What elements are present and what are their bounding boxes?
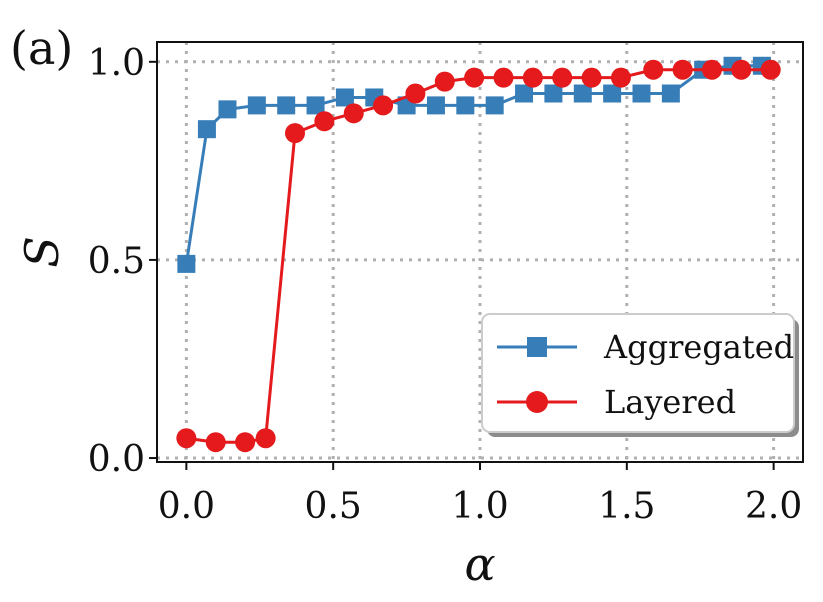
aggregated-point xyxy=(197,120,216,139)
legend-item-aggregated: Aggregated xyxy=(497,328,794,366)
x-axis-label: α xyxy=(464,537,495,591)
aggregated-point xyxy=(247,96,266,115)
aggregated-point xyxy=(277,96,296,115)
layered-point xyxy=(255,428,276,449)
legend-marker xyxy=(527,337,547,357)
layered-point xyxy=(314,111,335,132)
layered-point xyxy=(493,67,514,88)
aggregated-series xyxy=(177,56,771,273)
y-tick-label: 0.0 xyxy=(88,439,145,480)
x-tick-label: 2.0 xyxy=(745,486,802,527)
aggregated-point xyxy=(573,84,592,103)
aggregated-point xyxy=(177,254,196,273)
layered-point xyxy=(235,432,256,453)
layered-point xyxy=(731,59,752,80)
y-tick-label: 0.5 xyxy=(88,241,145,282)
aggregated-point xyxy=(335,88,354,107)
aggregated-point xyxy=(603,84,622,103)
layered-point xyxy=(285,123,306,144)
x-tick-label: 1.0 xyxy=(451,486,508,527)
layered-point xyxy=(434,71,455,92)
aggregated-point xyxy=(306,96,325,115)
series-layer xyxy=(176,56,781,453)
x-tick-label: 0.5 xyxy=(305,486,362,527)
layered-series xyxy=(176,59,781,453)
layered-point xyxy=(701,59,722,80)
aggregated-point xyxy=(426,96,445,115)
aggregated-point xyxy=(218,100,237,119)
x-tick-label: 0.0 xyxy=(158,486,215,527)
layered-point xyxy=(643,59,664,80)
layered-point xyxy=(405,83,426,104)
layered-point xyxy=(464,67,485,88)
layered-point xyxy=(522,67,543,88)
legend-item-layered: Layered xyxy=(497,383,736,421)
aggregated-point xyxy=(544,84,563,103)
layered-point xyxy=(672,59,693,80)
aggregated-point xyxy=(515,84,534,103)
layered-point xyxy=(760,59,781,80)
layered-point xyxy=(205,432,226,453)
legend-label: Layered xyxy=(604,383,736,421)
layered-point xyxy=(610,67,631,88)
layered-point xyxy=(373,95,394,116)
layered-point xyxy=(581,67,602,88)
legend-label: Aggregated xyxy=(603,328,794,366)
aggregated-point xyxy=(485,96,504,115)
y-axis-label: S xyxy=(15,236,69,268)
layered-point xyxy=(176,428,197,449)
layered-point xyxy=(552,67,573,88)
aggregated-point xyxy=(456,96,475,115)
legend: Aggregated Layered xyxy=(481,313,799,437)
legend-marker xyxy=(526,391,548,413)
x-tick-label: 1.5 xyxy=(598,486,655,527)
panel-label: (a) xyxy=(10,21,73,75)
y-tick-label: 1.0 xyxy=(88,43,145,84)
axis-ticks: 0.0 0.5 1.0 1.5 2.0 0.0 0.5 1.0 xyxy=(88,43,803,527)
aggregated-point xyxy=(632,84,651,103)
layered-point xyxy=(343,103,364,124)
aggregated-point xyxy=(661,84,680,103)
grid-lines xyxy=(157,42,803,462)
